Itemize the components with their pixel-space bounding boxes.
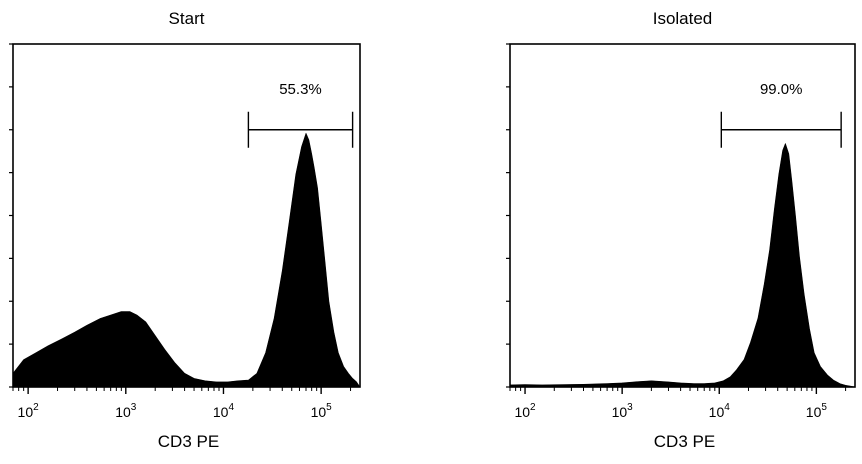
x-tick-label: 104 bbox=[213, 402, 235, 420]
histogram-panel-start: Start CD3 PE 102 103 104 105 55.3% bbox=[9, 9, 361, 451]
gate-bracket bbox=[247, 111, 354, 148]
x-tick-label: 102 bbox=[18, 402, 40, 420]
x-tick-label: 103 bbox=[115, 402, 137, 420]
x-tick-label: 104 bbox=[709, 402, 731, 420]
x-axis-label: CD3 PE bbox=[158, 432, 219, 451]
x-axis-label: CD3 PE bbox=[654, 432, 715, 451]
panel-title: Start bbox=[169, 9, 205, 28]
panel-title: Isolated bbox=[653, 9, 713, 28]
x-tick-label: 105 bbox=[311, 402, 333, 420]
gate-percentage-label: 99.0% bbox=[760, 81, 803, 98]
x-tick-label: 102 bbox=[514, 402, 536, 420]
gate-bracket bbox=[720, 111, 842, 148]
histogram-panel-isolated: Isolated CD3 PE 102 103 104 105 99.0% bbox=[506, 9, 856, 451]
x-tick-label: 105 bbox=[806, 402, 828, 420]
x-tick-label: 103 bbox=[612, 402, 634, 420]
histogram-series-area bbox=[12, 132, 361, 388]
gate-percentage-label: 55.3% bbox=[279, 81, 322, 98]
histogram-series-area bbox=[509, 143, 856, 388]
